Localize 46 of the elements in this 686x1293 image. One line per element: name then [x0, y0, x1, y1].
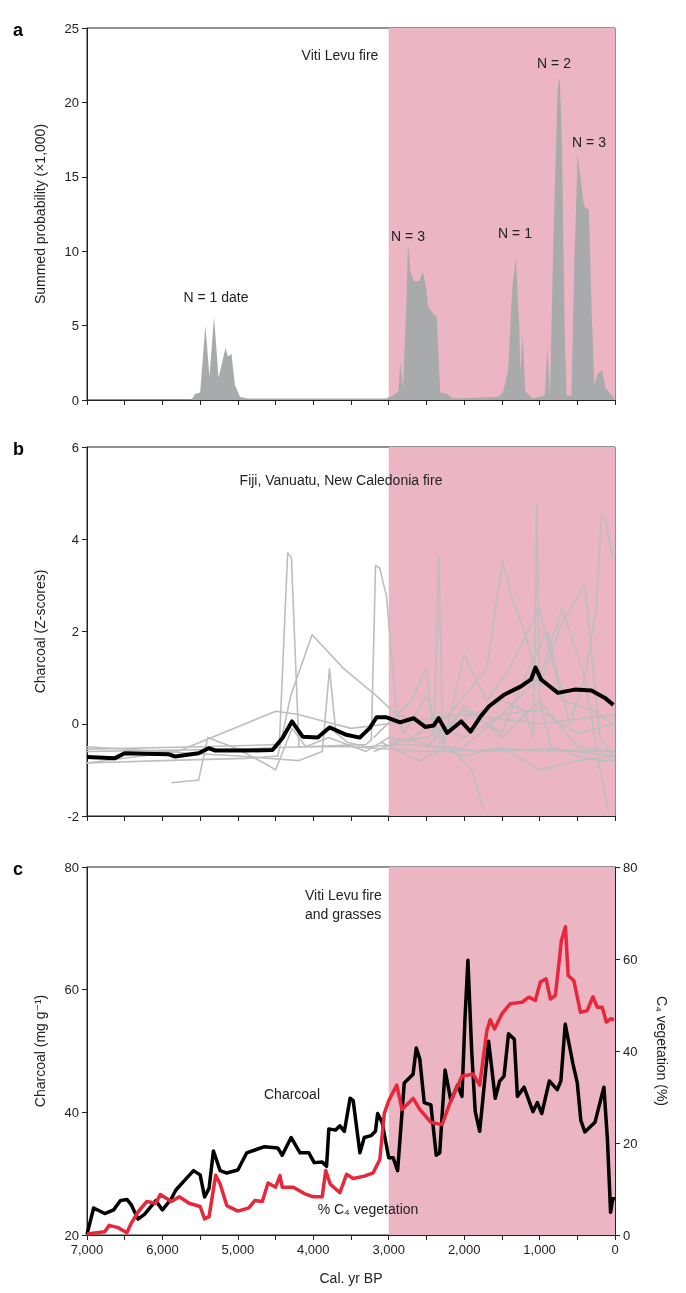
annotation: N = 2: [537, 55, 572, 71]
y-tick-label: 5: [71, 318, 79, 334]
y2-axis-title: C₄ vegetation (%): [654, 996, 670, 1106]
y-tick-label: 0: [71, 716, 79, 732]
y2-tick-label: 0: [623, 1227, 631, 1243]
annotation: N = 3: [391, 228, 426, 244]
chart-title: c: [13, 859, 24, 879]
annotation: Fiji, Vanuatu, New Caledonia fire: [239, 472, 443, 488]
x-tick-label: 0: [611, 1242, 619, 1257]
chart-title: b: [13, 439, 24, 459]
annotation: N = 3: [572, 134, 607, 150]
y-tick-label: 2: [71, 624, 79, 639]
y2-tick-label: 80: [623, 859, 638, 875]
y-tick-label: -2: [67, 808, 79, 824]
annotation: N = 1: [498, 225, 533, 241]
chart-title: a: [13, 20, 24, 40]
y-tick-label: 25: [64, 20, 79, 36]
y-axis-title: Summed probability (×1,000): [32, 123, 48, 305]
series-label: % C₄ vegetation: [317, 1201, 419, 1217]
x-tick-label: 4,000: [297, 1242, 330, 1257]
x-tick-label: 3,000: [372, 1242, 405, 1257]
x-axis-title: Cal. yr BP: [319, 1270, 383, 1286]
y-tick-label: 6: [71, 439, 79, 455]
y-tick-label: 15: [64, 169, 79, 185]
text: Charcoal: [263, 1086, 321, 1102]
x-tick-label: 7,000: [70, 1242, 104, 1257]
x-tick-label: 6,000: [146, 1242, 179, 1257]
annotation: Viti Levu fire and grasses: [305, 886, 382, 922]
y-tick-label: 0: [71, 392, 79, 408]
x-tick-label: 5,000: [221, 1242, 255, 1257]
y-tick-label: 80: [64, 859, 79, 875]
y-tick-label: 4: [71, 531, 79, 547]
annotation: N = 1 date: [183, 289, 249, 305]
y2-tick-label: 20: [623, 1135, 638, 1151]
annotation: Viti Levu fire: [301, 47, 379, 63]
y-axis-title: Charcoal (mg g⁻¹): [32, 994, 48, 1108]
y2-tick-label: 40: [623, 1043, 638, 1059]
y-tick-label: 10: [64, 243, 79, 259]
y-tick-label: 60: [64, 982, 79, 998]
x-tick-label: 2,000: [447, 1242, 481, 1257]
y-axis-title: Charcoal (Z-scores): [32, 569, 48, 694]
x-tick-label: 1,000: [523, 1242, 556, 1257]
y2-tick-label: 60: [623, 951, 638, 967]
y-tick-label: 40: [64, 1104, 79, 1120]
y-tick-label: 20: [64, 94, 79, 110]
y-tick-label: 20: [64, 1227, 79, 1243]
